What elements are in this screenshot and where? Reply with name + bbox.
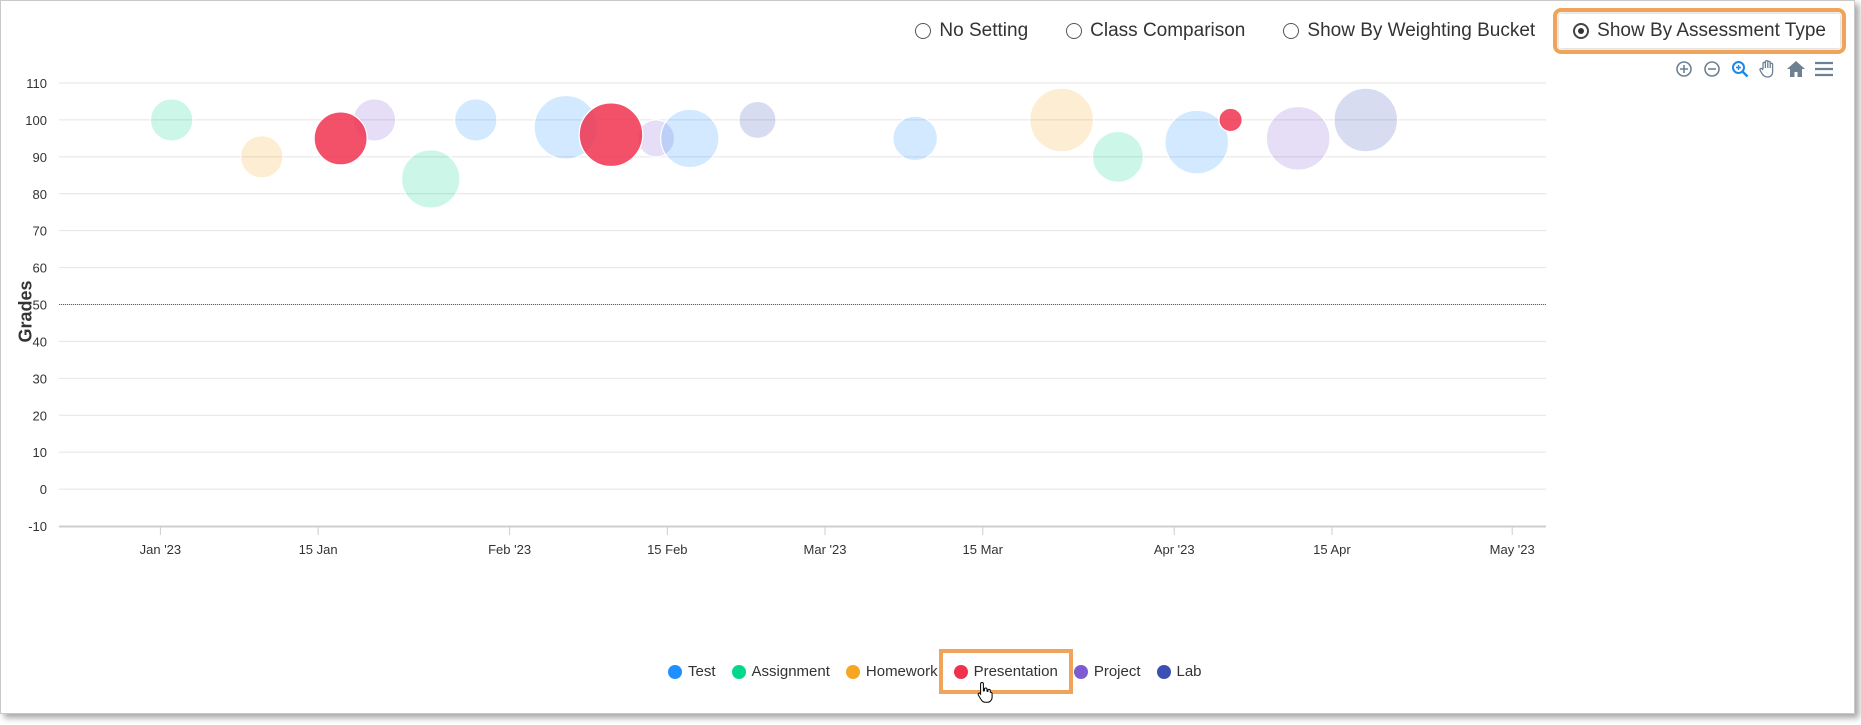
radio-class-comparison[interactable]: Class Comparison: [1052, 14, 1259, 48]
x-tick-label: Feb '23: [488, 542, 531, 557]
x-tick-label: Jan '23: [140, 542, 182, 557]
data-point-homework: [1029, 87, 1094, 153]
legend-label: Assignment: [751, 663, 830, 680]
data-point-assignment: [149, 98, 194, 142]
view-mode-radio-group: No Setting Class Comparison Show By Weig…: [915, 8, 1846, 54]
x-tick-label: 15 Apr: [1313, 542, 1351, 557]
data-point-test: [660, 108, 720, 169]
data-point-assignment: [1091, 130, 1144, 183]
y-tick-label: 0: [40, 482, 47, 497]
home-icon[interactable]: [1786, 59, 1806, 79]
zoom-in-icon[interactable]: [1674, 59, 1694, 79]
legend-label: Test: [688, 663, 716, 680]
chart-legend: Test Assignment Homework Presentation Projec…: [665, 649, 1205, 694]
y-tick-label: 90: [33, 150, 47, 165]
data-point-presentation: [578, 102, 644, 168]
data-point-test: [892, 115, 939, 162]
legend-dot-icon: [953, 664, 968, 679]
legend-label: Presentation: [973, 663, 1058, 680]
data-point-lab: [1333, 87, 1399, 153]
menu-icon[interactable]: [1814, 59, 1834, 79]
y-tick-label: 10: [33, 445, 47, 460]
x-tick-label: 15 Feb: [647, 542, 687, 557]
radio-no-setting[interactable]: No Setting: [901, 14, 1042, 48]
x-tick-label: May '23: [1490, 542, 1535, 557]
pan-hand-icon[interactable]: [1758, 59, 1778, 79]
legend-dot-icon: [731, 664, 746, 679]
x-tick-label: 15 Mar: [963, 542, 1004, 557]
legend-item-assignment[interactable]: Assignment: [729, 661, 833, 682]
legend-dot-icon: [668, 664, 682, 679]
legend-dot-icon: [1156, 664, 1171, 679]
radio-circle-icon: [915, 23, 932, 39]
data-point-test: [454, 98, 498, 142]
legend-dot-icon: [1073, 664, 1088, 679]
y-tick-label: 70: [33, 224, 47, 239]
legend-dot-icon: [845, 664, 860, 679]
y-tick-label: 80: [33, 187, 47, 202]
chart-toolbar: [1674, 59, 1834, 79]
radio-weighting-bucket[interactable]: Show By Weighting Bucket: [1269, 14, 1549, 48]
y-tick-label: 110: [26, 76, 47, 91]
radio-label: Class Comparison: [1090, 20, 1246, 41]
hand-pointer-cursor-icon: [977, 681, 993, 709]
y-tick-label: 40: [33, 334, 47, 349]
legend-item-project[interactable]: Project: [1071, 661, 1144, 682]
radio-label: Show By Assessment Type: [1597, 20, 1826, 41]
data-point-presentation: [313, 111, 368, 166]
legend-label: Homework: [865, 663, 938, 680]
legend-item-homework[interactable]: Homework: [843, 661, 941, 682]
x-tick-label: Apr '23: [1154, 542, 1195, 557]
legend-item-test[interactable]: Test: [665, 661, 719, 682]
legend-item-presentation[interactable]: Presentation: [938, 649, 1073, 694]
radio-circle-icon: [1283, 23, 1300, 39]
radio-circle-icon: [1066, 23, 1083, 39]
legend-label: Project: [1093, 663, 1141, 680]
y-tick-label: -10: [28, 519, 47, 534]
bubble-chart: -10 0 10 20 30 40 50 60 70 80 90 100 110 Jan '23 15 Ja…: [25, 76, 1546, 557]
x-tick-label: 15 Jan: [299, 542, 338, 557]
zoom-out-icon[interactable]: [1702, 59, 1722, 79]
x-tick-label: Mar '23: [804, 542, 847, 557]
radio-label: Show By Weighting Bucket: [1307, 20, 1536, 41]
y-tick-label: 100: [25, 113, 47, 128]
data-point-presentation: [1218, 107, 1243, 133]
legend-label: Lab: [1176, 663, 1202, 680]
legend-item-lab[interactable]: Lab: [1154, 661, 1205, 682]
y-tick-label: 30: [33, 371, 47, 386]
data-point-homework: [239, 135, 284, 179]
y-tick-label: 60: [33, 261, 47, 276]
radio-selected-icon: [1573, 23, 1590, 39]
y-tick-label: 50: [33, 298, 47, 313]
radio-assessment-type[interactable]: Show By Assessment Type: [1553, 8, 1846, 54]
data-point-assignment: [401, 149, 461, 209]
y-tick-label: 20: [33, 408, 47, 423]
data-point-lab: [738, 100, 777, 140]
data-point-project: [1265, 105, 1331, 171]
radio-label: No Setting: [939, 20, 1029, 41]
magnifier-icon[interactable]: [1730, 59, 1750, 79]
data-point-test: [1164, 109, 1230, 175]
